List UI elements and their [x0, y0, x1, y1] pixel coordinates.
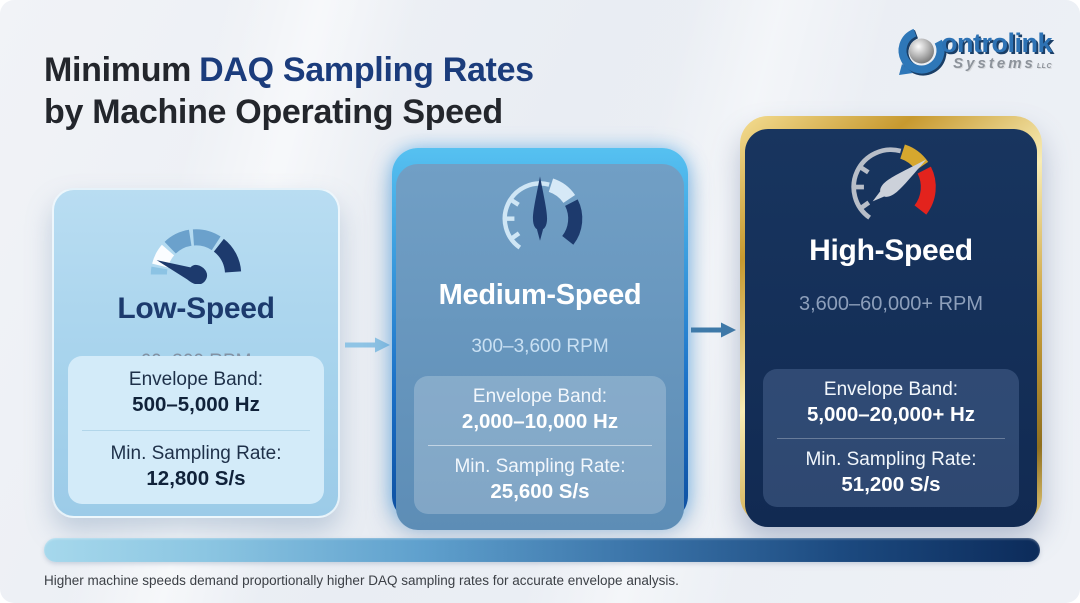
sampling-rate-value: 51,200 S/s — [841, 472, 941, 496]
gauge-medium-icon — [502, 176, 583, 250]
envelope-band-label: Envelope Band: — [128, 368, 264, 390]
arrow-low-to-medium-icon — [345, 337, 390, 353]
envelope-band-value: 5,000–20,000+ Hz — [806, 403, 976, 427]
logo-llc-text: LLC — [1036, 63, 1052, 70]
envelope-band-row: Envelope Band: 5,000–20,000+ Hz — [763, 369, 1019, 438]
envelope-band-value: 500–5,000 Hz — [132, 392, 260, 416]
controlink-logo-text: ontrolink SystemsLLC — [941, 28, 1053, 72]
title-prefix: Minimum — [44, 50, 192, 89]
sampling-rate-row: Min. Sampling Rate: 12,800 S/s — [68, 431, 324, 505]
gauge-high-icon — [851, 144, 936, 220]
card-high-info-panel: Envelope Band: 5,000–20,000+ Hz Min. Sam… — [763, 369, 1019, 507]
sampling-rate-label: Min. Sampling Rate: — [805, 448, 977, 470]
card-high-title: High-Speed — [809, 234, 973, 267]
speed-gradient-bar — [44, 538, 1040, 562]
card-medium-info-panel: Envelope Band: 2,000–10,000 Hz Min. Samp… — [414, 376, 666, 514]
card-low-speed: Low-Speed 60–300 RPM Envelope Band: 500–… — [52, 188, 340, 518]
card-high-rpm-range: 3,600–60,000+ RPM — [798, 292, 984, 315]
sampling-rate-row: Min. Sampling Rate: 25,600 S/s — [414, 446, 666, 515]
controlink-logo: ontrolink SystemsLLC — [895, 24, 1053, 80]
envelope-band-label: Envelope Band: — [472, 386, 608, 408]
logo-systems-text: SystemsLLC — [953, 55, 1052, 72]
arrow-medium-to-high-icon — [691, 322, 736, 338]
sampling-rate-label: Min. Sampling Rate: — [454, 455, 626, 477]
card-medium-title: Medium-Speed — [438, 279, 642, 311]
sampling-rate-label: Min. Sampling Rate: — [110, 443, 282, 465]
card-high-speed: High-Speed 3,600–60,000+ RPM Envelope Ba… — [745, 129, 1037, 527]
card-medium-speed-border: Medium-Speed 300–3,600 RPM Envelope Band… — [392, 148, 688, 530]
gauge-low-icon — [150, 229, 242, 284]
card-low-info-panel: Envelope Band: 500–5,000 Hz Min. Samplin… — [68, 356, 324, 504]
sampling-rate-value: 12,800 S/s — [146, 467, 246, 491]
envelope-band-row: Envelope Band: 2,000–10,000 Hz — [414, 376, 666, 445]
envelope-band-row: Envelope Band: 500–5,000 Hz — [68, 356, 324, 430]
card-low-title: Low-Speed — [117, 292, 275, 325]
info-divider — [82, 429, 310, 431]
title-line2: by Machine Operating Speed — [44, 92, 503, 131]
controlink-c-ring-icon — [898, 27, 947, 76]
title-emphasis: DAQ Sampling Rates — [199, 50, 534, 89]
footer-caption: Higher machine speeds demand proportiona… — [44, 573, 679, 588]
info-divider — [428, 444, 652, 446]
info-divider — [777, 437, 1005, 439]
card-medium-rpm-range: 300–3,600 RPM — [471, 336, 609, 358]
sampling-rate-row: Min. Sampling Rate: 51,200 S/s — [763, 439, 1019, 508]
sampling-rate-value: 25,600 S/s — [490, 479, 590, 503]
logo-brand-text: ontrolink — [941, 28, 1053, 58]
envelope-band-value: 2,000–10,000 Hz — [461, 410, 619, 434]
envelope-band-label: Envelope Band: — [823, 379, 959, 401]
card-medium-speed: Medium-Speed 300–3,600 RPM Envelope Band… — [396, 164, 684, 530]
page-title: Minimum DAQ Sampling Rates by Machine Ope… — [44, 49, 534, 133]
card-high-speed-border: High-Speed 3,600–60,000+ RPM Envelope Ba… — [740, 116, 1042, 527]
